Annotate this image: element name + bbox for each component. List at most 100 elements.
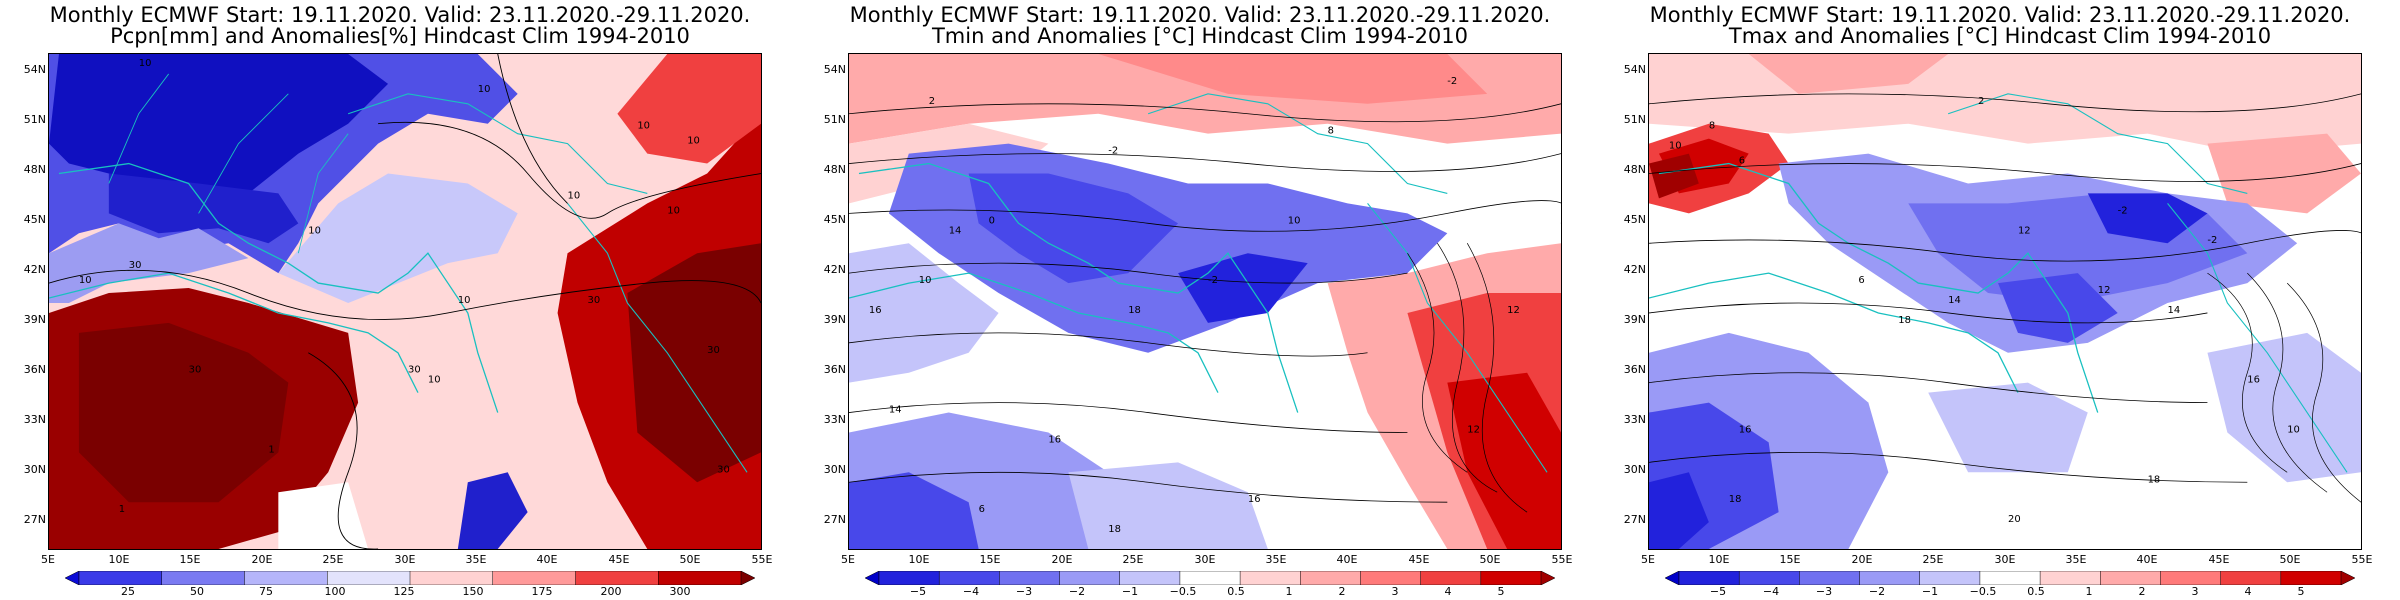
lat-label: 33N bbox=[23, 413, 46, 426]
contour-label: 10 bbox=[478, 84, 491, 95]
colorbar-tick: 100 bbox=[324, 585, 346, 598]
lon-label: 15E bbox=[1779, 553, 1801, 566]
colorbar-tick: 4 bbox=[2244, 585, 2252, 598]
contour-label: 2 bbox=[1978, 96, 1984, 107]
lon-label: 45E bbox=[2208, 553, 2230, 566]
colorbar-tick: −2 bbox=[1868, 585, 1886, 598]
contour-label: 14 bbox=[1948, 295, 1961, 306]
contour-label: 30 bbox=[717, 464, 730, 475]
lon-label: 30E bbox=[1194, 553, 1216, 566]
colorbar-swatch bbox=[1665, 571, 1680, 585]
lon-label: 40E bbox=[536, 553, 558, 566]
lon-label: 10E bbox=[908, 553, 930, 566]
lat-label: 45N bbox=[23, 213, 46, 226]
contour-label: 6 bbox=[1858, 275, 1864, 286]
lat-label: 51N bbox=[23, 113, 46, 126]
contour-label: 1 bbox=[119, 504, 125, 515]
colorbar-swatch bbox=[78, 571, 163, 585]
colorbar-tick: 5 bbox=[2297, 585, 2305, 598]
colorbar-tick: 175 bbox=[531, 585, 553, 598]
contour-label: -2 bbox=[1447, 76, 1457, 87]
colorbar-tick: −4 bbox=[1762, 585, 1780, 598]
lat-label: 39N bbox=[23, 313, 46, 326]
contour-label: 30 bbox=[129, 260, 142, 271]
lat-label: 39N bbox=[1623, 313, 1646, 326]
colorbar-swatch bbox=[2280, 571, 2342, 585]
colorbar-swatch bbox=[1678, 571, 1740, 585]
panel-title-line1: Monthly ECMWF Start: 19.11.2020. Valid: … bbox=[49, 3, 751, 27]
contour-label: 10 bbox=[1669, 141, 1682, 152]
colorbar-swatch bbox=[1300, 571, 1362, 585]
lon-label: 30E bbox=[1994, 553, 2016, 566]
colorbar-tick: 3 bbox=[2191, 585, 2199, 598]
contour-label: 14 bbox=[2168, 305, 2181, 316]
colorbar-tick: 1 bbox=[2085, 585, 2093, 598]
colorbar-tick: −2 bbox=[1068, 585, 1086, 598]
lon-label: 5E bbox=[841, 553, 855, 566]
contour-label: 10 bbox=[428, 375, 441, 386]
colorbar-swatch bbox=[2160, 571, 2222, 585]
colorbar-swatch bbox=[1799, 571, 1861, 585]
colorbar-tick: −3 bbox=[1015, 585, 1033, 598]
contour-label: 18 bbox=[1128, 305, 1141, 316]
contour-label: 6 bbox=[1739, 156, 1745, 167]
contour-label: 16 bbox=[869, 305, 882, 316]
lat-label: 33N bbox=[823, 413, 846, 426]
lat-label: 45N bbox=[823, 213, 846, 226]
lat-label: 54N bbox=[23, 63, 46, 76]
lat-label: 48N bbox=[1623, 163, 1646, 176]
colorbar bbox=[65, 571, 755, 585]
colorbar-tick: 0.5 bbox=[1227, 585, 1245, 598]
contour-label: 12 bbox=[1507, 305, 1520, 316]
contour-label: -2 bbox=[2207, 235, 2217, 246]
colorbar-tick: 75 bbox=[259, 585, 273, 598]
precipitation-map: 10 10 10 10 10 10 10 30 30 30 30 30 30 1… bbox=[48, 53, 762, 550]
colorbar-tick: 0.5 bbox=[2027, 585, 2045, 598]
panel-tmax: Monthly ECMWF Start: 19.11.2020. Valid: … bbox=[1600, 0, 2400, 600]
colorbar-tick: 4 bbox=[1444, 585, 1452, 598]
lon-label: 50E bbox=[1479, 553, 1501, 566]
colorbar-swatch bbox=[1179, 571, 1241, 585]
colorbar-tick: −0.5 bbox=[1169, 585, 1197, 598]
lat-label: 27N bbox=[23, 513, 46, 526]
lon-label: 50E bbox=[679, 553, 701, 566]
lat-label: 33N bbox=[1623, 413, 1646, 426]
contour-label: 18 bbox=[1108, 524, 1121, 535]
contour-label: 16 bbox=[2247, 375, 2260, 386]
colorbar-tick: −1 bbox=[1121, 585, 1139, 598]
lat-label: 36N bbox=[1623, 363, 1646, 376]
colorbar-swatch bbox=[865, 571, 880, 585]
lon-label: 10E bbox=[1708, 553, 1730, 566]
contour-label: -2 bbox=[2118, 205, 2128, 216]
lat-label: 42N bbox=[1623, 263, 1646, 276]
contour-label: 20 bbox=[2008, 514, 2021, 525]
panel-title-line2: Tmax and Anomalies [°C] Hindcast Clim 19… bbox=[1728, 24, 2272, 48]
lat-label: 27N bbox=[823, 513, 846, 526]
colorbar-tick: 3 bbox=[1391, 585, 1399, 598]
contour-label: 1 bbox=[268, 444, 274, 455]
lon-label: 55E bbox=[2351, 553, 2373, 566]
colorbar-tick: −5 bbox=[1709, 585, 1727, 598]
lon-label: 15E bbox=[979, 553, 1001, 566]
lon-label: 50E bbox=[2279, 553, 2301, 566]
colorbar-swatch bbox=[1979, 571, 2041, 585]
colorbar-swatch bbox=[575, 571, 659, 585]
contour-label: 16 bbox=[1248, 494, 1261, 505]
colorbar-tick: 50 bbox=[190, 585, 204, 598]
contour-label: 30 bbox=[587, 295, 600, 306]
lat-label: 30N bbox=[23, 463, 46, 476]
contour-label: 30 bbox=[408, 365, 421, 376]
tmax-map: 10 8 6 2 -2 -2 12 18 16 14 16 18 20 12 1… bbox=[1648, 53, 2362, 550]
lat-label: 54N bbox=[823, 63, 846, 76]
lat-label: 45N bbox=[1623, 213, 1646, 226]
lat-label: 51N bbox=[1623, 113, 1646, 126]
contour-label: 18 bbox=[1898, 315, 1911, 326]
colorbar-tick: −3 bbox=[1815, 585, 1833, 598]
contour-label: 10 bbox=[458, 295, 471, 306]
colorbar-swatch bbox=[244, 571, 328, 585]
colorbar-tick: 2 bbox=[1338, 585, 1346, 598]
lat-label: 36N bbox=[823, 363, 846, 376]
colorbar-swatch bbox=[2100, 571, 2162, 585]
lon-label: 40E bbox=[1336, 553, 1358, 566]
contour-label: 30 bbox=[707, 345, 720, 356]
